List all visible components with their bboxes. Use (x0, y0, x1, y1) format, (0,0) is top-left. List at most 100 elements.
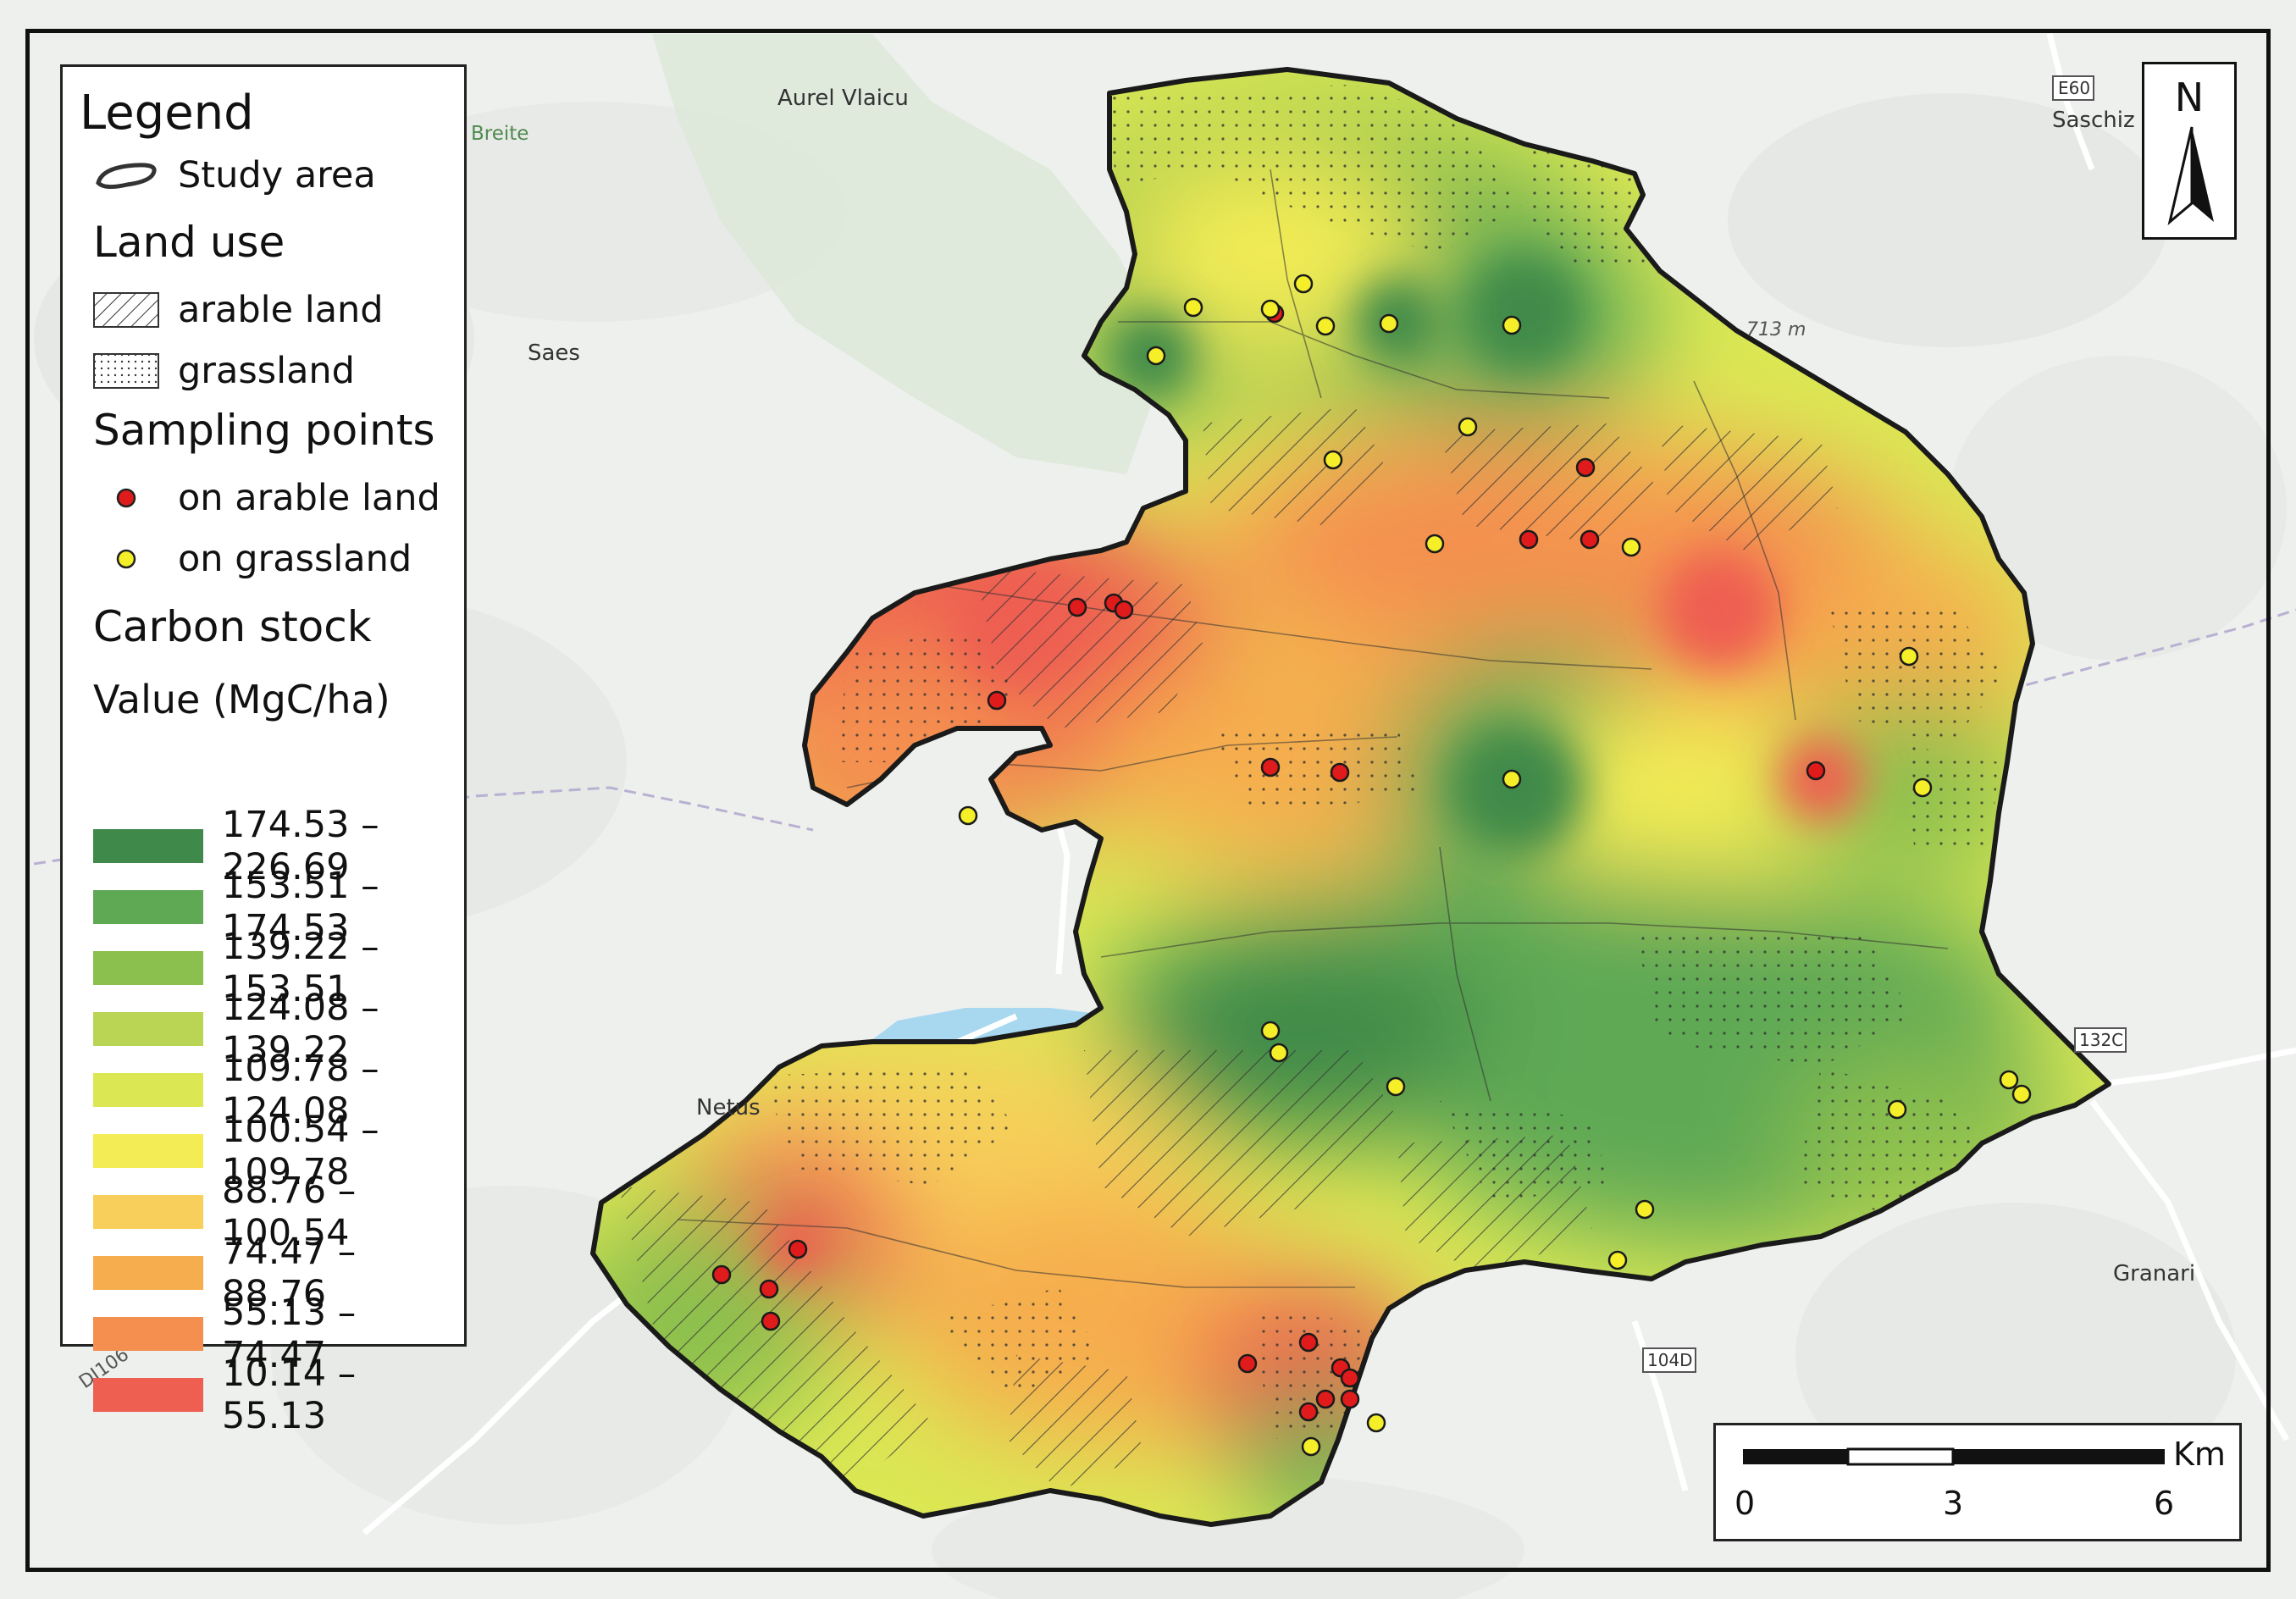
grassland-sampling-point (1323, 450, 1343, 470)
arable-point-symbol (116, 488, 136, 508)
arable-overlay (618, 407, 1838, 1491)
shield-e60: E60 (2058, 78, 2090, 98)
label-granari: Granari (2113, 1261, 2195, 1286)
label-netus: Netus (696, 1095, 761, 1120)
legend-arable-point: on arable land (93, 477, 440, 519)
legend-study-area: Study area (93, 154, 376, 196)
shield-132c: 132C (2079, 1030, 2123, 1050)
carbon-class-2: 153.51 – 174.53 (93, 865, 464, 949)
label-peak: 713 m (1746, 319, 1806, 340)
sampling-heading: Sampling points (93, 406, 435, 455)
legend-grassland: grassland (93, 350, 355, 392)
arable-sampling-point (1114, 600, 1134, 620)
carbon-class-label: 55.13 – 74.47 (222, 1292, 357, 1376)
carbon-class-1: 174.53 – 226.69 (93, 804, 464, 888)
scale-tick-3: 3 (1943, 1485, 1964, 1522)
carbon-class-6: 100.54 – 109.78 (93, 1109, 464, 1193)
arable-label: arable land (178, 289, 384, 331)
carbon-class-swatch (93, 1134, 203, 1168)
arable-sampling-point (711, 1264, 732, 1285)
study-area-symbol (96, 163, 157, 190)
carbon-class-swatch (93, 829, 203, 863)
arable-sampling-point (1340, 1389, 1360, 1409)
grassland-sampling-point (1502, 769, 1522, 789)
arable-sampling-point (759, 1279, 779, 1299)
sampling-points (711, 274, 2032, 1457)
arable-sampling-point (1260, 757, 1281, 777)
legend-grass-point: on grassland (93, 538, 412, 580)
grassland-sampling-point (1301, 1436, 1321, 1457)
forest-area (652, 34, 1169, 474)
legend-panel: Legend Study area Land use arable land g… (60, 64, 467, 1437)
grassland-sampling-point (1315, 316, 1336, 336)
carbon-class-label: 10.14 – 55.13 (222, 1353, 357, 1437)
arable-sampling-point (1519, 529, 1539, 550)
grassland-sampling-point (1887, 1099, 1907, 1120)
grassland-sampling-point (1899, 646, 1919, 667)
grassland-sampling-point (1260, 1021, 1281, 1041)
grassland-sampling-point (1386, 1076, 1406, 1097)
carbon-class-label: 88.76 – 100.54 (222, 1170, 357, 1254)
arable-sampling-point (987, 690, 1007, 711)
arable-point-label: on arable land (178, 477, 440, 519)
arable-sampling-point (1580, 529, 1600, 550)
carbon-class-swatch (93, 1073, 203, 1107)
grassland-sampling-point (1502, 315, 1522, 335)
carbon-class-swatch (93, 1317, 203, 1351)
scale-tick-6: 6 (2154, 1485, 2175, 1522)
legend-title: Legend (80, 86, 254, 141)
grassland-sampling-point (1912, 777, 1933, 798)
carbon-class-5: 109.78 – 124.08 (93, 1048, 464, 1132)
carbon-class-label: 153.51 – 174.53 (222, 865, 379, 949)
carbon-class-label: 139.22 – 153.51 (222, 926, 379, 1010)
arable-sampling-point (761, 1311, 781, 1331)
arable-sampling-point (1067, 597, 1087, 617)
carbon-class-swatch (93, 1012, 203, 1046)
scale-bar: Km 0 3 6 (1713, 1423, 2242, 1541)
study-area-outline (590, 67, 2111, 1527)
scale-tick-0: 0 (1734, 1485, 1756, 1522)
carbon-class-10: 10.14 – 55.13 (93, 1353, 464, 1437)
grassland-sampling-point (1379, 313, 1399, 334)
arable-sampling-point (1237, 1353, 1258, 1374)
legend-arable: arable land (93, 289, 384, 331)
grassland-sampling-point (1999, 1070, 2019, 1090)
north-arrow-icon (2167, 126, 2214, 225)
carbon-class-3: 139.22 – 153.51 (93, 926, 464, 1010)
carbon-class-swatch (93, 1195, 203, 1229)
label-aurel-vlaicu: Aurel Vlaicu (777, 86, 909, 111)
arable-sampling-point (1340, 1368, 1360, 1388)
value-heading: Value (MgC/ha) (93, 677, 390, 722)
grassland-label: grassland (178, 350, 355, 392)
grass-point-symbol (116, 549, 136, 569)
land-use-heading: Land use (93, 218, 285, 267)
grassland-sampling-point (1293, 274, 1314, 294)
grassland-sampling-point (1183, 297, 1203, 318)
grassland-sampling-point (1621, 537, 1641, 557)
carbon-class-swatch (93, 890, 203, 924)
arable-sampling-point (1575, 457, 1596, 478)
carbon-class-label: 74.47 – 88.76 (222, 1231, 357, 1315)
carbon-class-label: 124.08 – 139.22 (222, 987, 379, 1071)
north-label: N (2174, 75, 2205, 120)
arable-sampling-point (1330, 762, 1350, 783)
arable-swatch (93, 292, 159, 328)
scale-bar-graphic (1743, 1447, 2165, 1466)
shield-104d: 104D (1647, 1350, 1693, 1370)
grassland-swatch (93, 353, 159, 389)
grassland-overlay (762, 85, 2016, 1440)
arable-sampling-point (788, 1239, 808, 1259)
grassland-sampling-point (1269, 1043, 1289, 1063)
grass-point-label: on grassland (178, 538, 412, 580)
grassland-sampling-point (1635, 1199, 1655, 1220)
carbon-class-swatch (93, 1378, 203, 1412)
label-breite: Breite (471, 123, 528, 145)
carbon-class-swatch (93, 951, 203, 985)
road-shields: E60 132C 104D (1642, 75, 2127, 1373)
grassland-sampling-point (1260, 299, 1281, 319)
grassland-sampling-point (958, 805, 978, 826)
grassland-sampling-point (1146, 346, 1166, 366)
carbon-class-label: 174.53 – 226.69 (222, 804, 379, 888)
grassland-sampling-point (1366, 1413, 1386, 1433)
arable-sampling-point (1298, 1402, 1319, 1422)
